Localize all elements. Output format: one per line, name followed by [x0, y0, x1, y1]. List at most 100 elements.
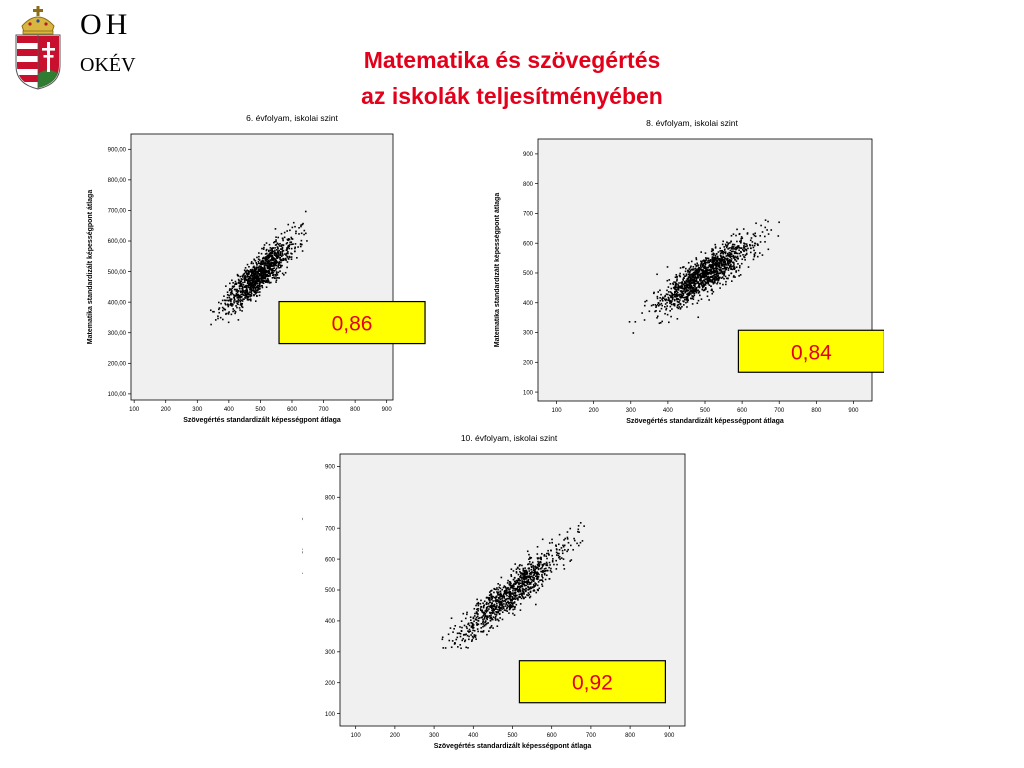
- data-point: [562, 558, 565, 560]
- data-point: [273, 254, 276, 256]
- data-point: [274, 269, 277, 271]
- data-point: [535, 591, 538, 594]
- data-point: [702, 285, 705, 287]
- data-point: [513, 587, 516, 590]
- data-point: [558, 556, 560, 559]
- data-point: [248, 271, 250, 273]
- data-point: [681, 283, 683, 285]
- data-point: [560, 557, 563, 559]
- data-point: [735, 252, 737, 255]
- data-point: [691, 295, 693, 297]
- data-point: [248, 294, 250, 296]
- data-point: [562, 564, 565, 566]
- data-point: [505, 602, 508, 604]
- data-point: [527, 586, 530, 589]
- data-point: [542, 563, 545, 565]
- data-point: [250, 293, 253, 295]
- data-point: [259, 291, 261, 293]
- data-point: [487, 603, 490, 605]
- data-point: [491, 605, 494, 608]
- data-point: [497, 611, 500, 614]
- data-point: [527, 592, 530, 594]
- data-point: [250, 284, 252, 287]
- data-point: [489, 627, 491, 629]
- data-point: [287, 223, 290, 226]
- data-point: [566, 531, 569, 533]
- data-point: [704, 259, 706, 262]
- data-point: [736, 228, 738, 231]
- data-point: [767, 233, 770, 235]
- data-point: [743, 250, 745, 253]
- data-point: [718, 268, 720, 270]
- data-point: [694, 284, 696, 287]
- data-point: [497, 608, 499, 611]
- data-point: [511, 596, 514, 598]
- data-point: [724, 252, 727, 255]
- data-point: [703, 276, 706, 279]
- data-point: [684, 290, 686, 293]
- data-point: [516, 580, 519, 583]
- data-point: [578, 544, 580, 547]
- data-point: [720, 251, 723, 254]
- scatter-chart-grade-8: 8. évfolyam, iskolai szint 100 200 300 400 50…: [494, 115, 884, 427]
- data-point: [255, 294, 258, 297]
- data-point: [511, 602, 514, 604]
- data-point: [461, 639, 464, 642]
- data-point: [255, 267, 258, 269]
- x-tick-label: 600: [287, 407, 298, 413]
- data-point: [533, 590, 536, 592]
- data-point: [510, 582, 512, 585]
- data-point: [270, 255, 272, 257]
- data-point: [662, 296, 664, 299]
- data-point: [738, 252, 741, 255]
- data-point: [699, 273, 701, 276]
- data-point: [693, 277, 696, 279]
- data-point: [695, 291, 698, 294]
- data-point: [682, 294, 685, 296]
- data-point: [697, 292, 700, 294]
- data-point: [668, 300, 671, 303]
- data-point: [476, 628, 479, 630]
- data-point: [230, 300, 232, 303]
- data-point: [480, 609, 482, 612]
- data-point: [262, 261, 264, 263]
- data-point: [234, 288, 236, 291]
- data-point: [680, 290, 683, 292]
- data-point: [700, 263, 703, 265]
- data-point: [250, 295, 252, 297]
- data-point: [250, 289, 252, 292]
- data-point: [514, 589, 516, 592]
- data-point: [705, 282, 707, 284]
- data-point: [703, 273, 705, 275]
- data-point: [543, 570, 546, 573]
- data-point: [501, 588, 503, 591]
- data-point: [523, 574, 526, 577]
- data-point: [754, 242, 757, 245]
- data-point: [703, 266, 705, 269]
- data-point: [703, 279, 705, 282]
- data-point: [712, 252, 715, 255]
- data-point: [270, 261, 272, 263]
- data-point: [660, 293, 662, 296]
- data-point: [242, 289, 244, 292]
- data-point: [560, 547, 563, 549]
- x-tick-label: 200: [390, 733, 401, 739]
- data-point: [503, 603, 505, 605]
- data-point: [518, 585, 520, 588]
- x-axis-label: Szövegértés standardizált képességpont á…: [183, 417, 341, 424]
- data-point: [500, 593, 502, 596]
- data-point: [233, 297, 236, 300]
- data-point: [681, 281, 684, 284]
- data-point: [486, 601, 488, 604]
- data-point: [667, 293, 669, 296]
- data-point: [725, 245, 727, 247]
- data-point: [737, 263, 739, 265]
- data-point: [210, 323, 212, 326]
- data-point: [676, 278, 678, 280]
- data-point: [720, 264, 723, 267]
- data-point: [476, 608, 478, 611]
- data-point: [550, 549, 552, 552]
- data-point: [247, 281, 249, 283]
- data-point: [528, 570, 531, 572]
- data-point: [718, 265, 720, 268]
